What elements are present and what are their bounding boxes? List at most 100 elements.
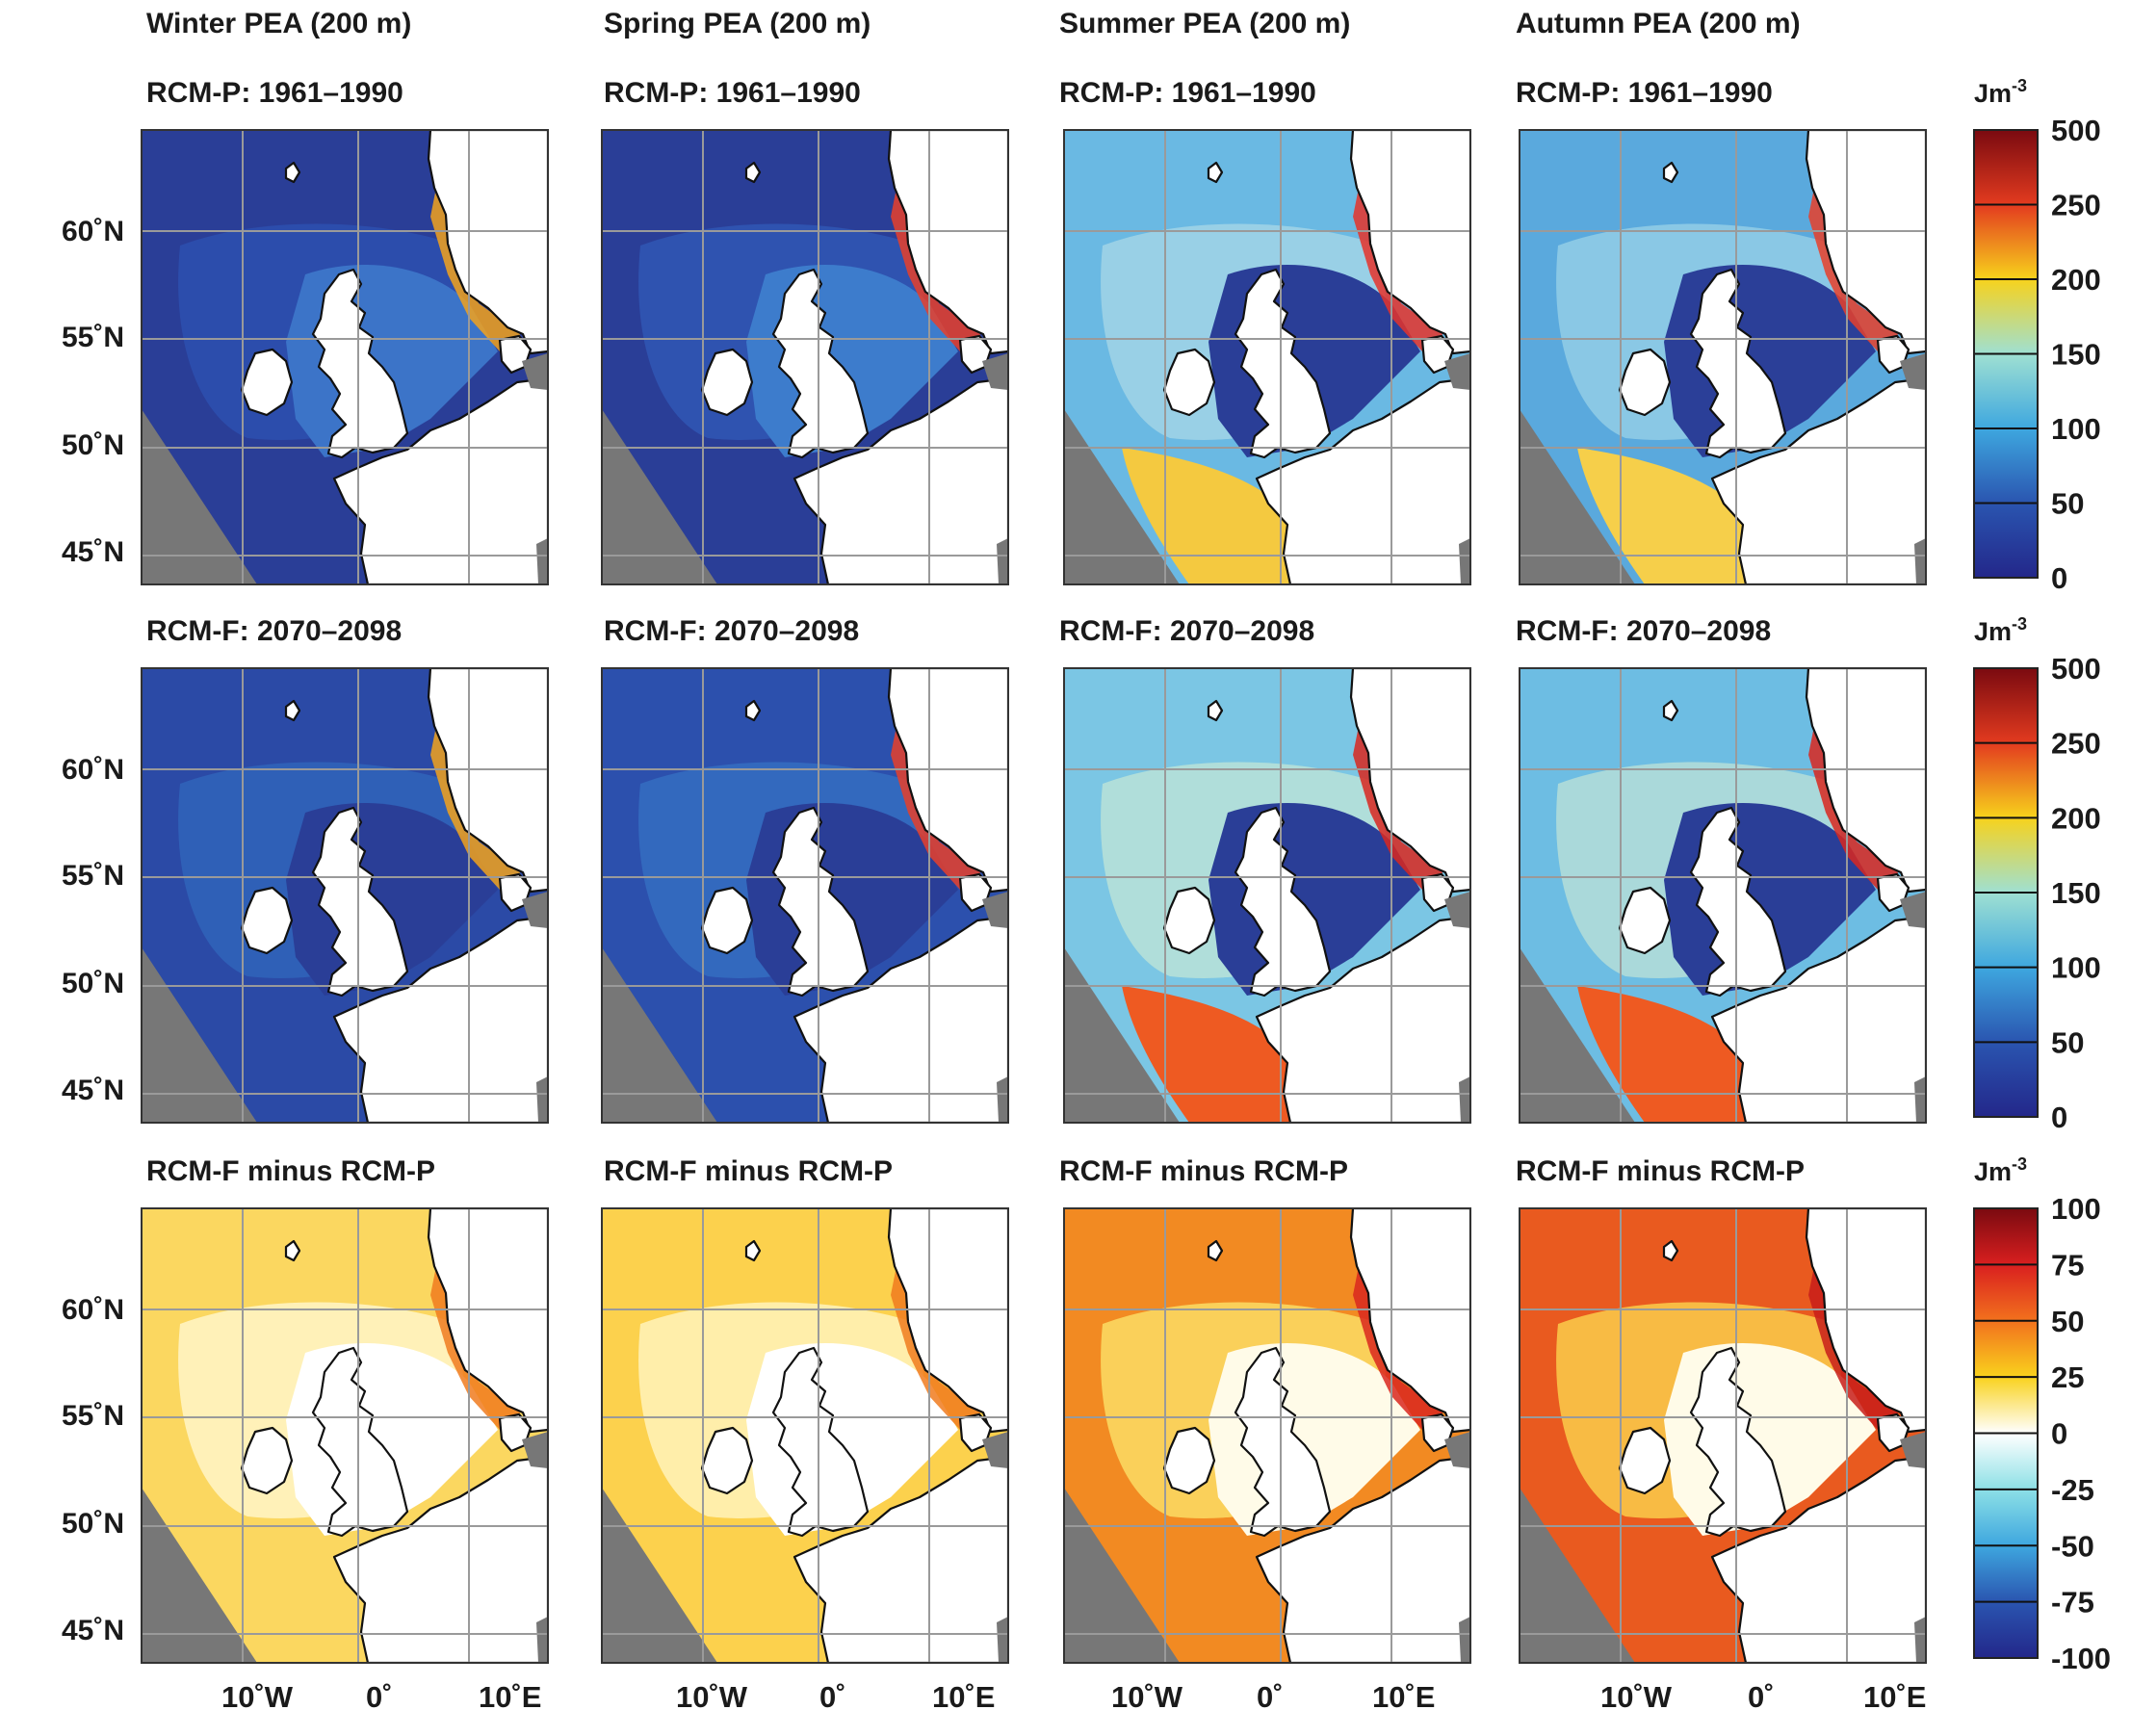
panel-frame <box>141 667 549 1124</box>
colorbar-tick-label: 100 <box>2051 412 2101 446</box>
lat-label-50: 50˚N <box>62 968 124 999</box>
map-panel-spring_d <box>601 1207 1009 1664</box>
lon-label-10e: 10˚E <box>1863 1680 1926 1714</box>
lat-labels-row1: 60˚N 55˚N 50˚N 45˚N <box>62 216 124 568</box>
row3-label-autumn: RCM-F minus RCM-P <box>1516 1155 1805 1187</box>
land-europe <box>1710 376 1926 584</box>
panel-frame <box>601 129 1009 585</box>
outside-domain <box>1064 409 1180 584</box>
land-norway <box>427 668 548 894</box>
panel-frame <box>1519 667 1927 1124</box>
map-panel-autumn_p <box>1519 129 1927 585</box>
row2-label-autumn: RCM-F: 2070–2098 <box>1516 615 1771 647</box>
land-faroe <box>1662 699 1679 722</box>
colorbar-tick-label: 150 <box>2051 338 2101 372</box>
land-baltic <box>522 892 548 928</box>
lon-label-0: 0˚ <box>1748 1680 1775 1714</box>
column-title-spring: Spring PEA (200 m) <box>604 8 871 39</box>
lon-labels: 10˚W 0˚ 10˚E 10˚W 0˚ 10˚E 10˚W 0˚ 10˚E 1… <box>221 1680 1926 1714</box>
outside-domain <box>1520 947 1635 1123</box>
row1-label-summer: RCM-P: 1961–1990 <box>1059 77 1316 109</box>
svg-text:Jm-3: Jm-3 <box>1974 1154 2027 1186</box>
land-alps-edge <box>997 538 1008 584</box>
land-ireland <box>1162 1426 1216 1495</box>
outside-domain <box>142 1488 257 1663</box>
outside-domain <box>142 409 257 584</box>
land-europe <box>1710 915 1926 1123</box>
colorbar-tick-label: 200 <box>2051 801 2101 835</box>
land-faroe <box>1207 161 1224 184</box>
land-europe <box>793 376 1008 584</box>
colorbar-tick-label: 0 <box>2051 1101 2067 1134</box>
svg-text:Jm-3: Jm-3 <box>1974 614 2027 646</box>
land-alps-edge <box>1459 1617 1470 1663</box>
land-baltic <box>1900 892 1926 928</box>
row1-label-autumn: RCM-P: 1961–1990 <box>1516 77 1773 109</box>
lat-labels-row2: 60˚N 55˚N 50˚N 45˚N <box>62 754 124 1106</box>
row1-label-spring: RCM-P: 1961–1990 <box>604 77 861 109</box>
outside-domain <box>1064 947 1180 1123</box>
land-baltic <box>1444 353 1470 390</box>
panel-frame <box>141 129 549 585</box>
land-faroe <box>284 161 301 184</box>
land-alps-edge <box>1459 538 1470 584</box>
unit-jm: Jm <box>1974 1157 2012 1186</box>
lat-label-45: 45˚N <box>62 1075 124 1106</box>
map-panel-autumn_f <box>1519 667 1927 1124</box>
graticule <box>142 1208 548 1663</box>
land-europe <box>1710 1455 1926 1663</box>
lat-label-60: 60˚N <box>62 216 124 247</box>
colorbar-tick-label: 75 <box>2051 1248 2084 1282</box>
colorbar-tick-label: 25 <box>2051 1360 2084 1394</box>
land-europe <box>1255 915 1470 1123</box>
land-norway <box>1805 668 1926 894</box>
graticule <box>142 668 548 1123</box>
land-norway <box>427 130 548 355</box>
graticule <box>1064 130 1470 584</box>
colorbar-tick-label: -25 <box>2051 1473 2094 1507</box>
graticule <box>1520 1208 1926 1663</box>
land-ireland <box>240 348 294 417</box>
lon-label-0: 0˚ <box>1257 1680 1284 1714</box>
land-alps-edge <box>997 1617 1008 1663</box>
land-norway <box>1805 130 1926 355</box>
lat-label-50: 50˚N <box>62 1508 124 1540</box>
land-faroe <box>1207 1239 1224 1262</box>
colorbar-tick-label: -100 <box>2051 1642 2111 1675</box>
land-ireland <box>240 886 294 955</box>
land-norway <box>887 668 1008 894</box>
row3-label-spring: RCM-F minus RCM-P <box>604 1155 893 1187</box>
land-ireland <box>1618 886 1672 955</box>
map-panel-spring_p <box>601 129 1009 585</box>
colorbar-unit-row3: Jm-3 <box>1974 1154 2027 1186</box>
column-title-summer: Summer PEA (200 m) <box>1059 8 1350 39</box>
map-panels <box>141 129 1927 1664</box>
colorbar-frame <box>1973 667 2039 1118</box>
graticule <box>142 130 548 584</box>
land-alps-edge <box>997 1076 1008 1123</box>
unit-exp: -3 <box>2012 76 2027 95</box>
land-baltic <box>1900 1432 1926 1468</box>
land-ireland <box>700 886 754 955</box>
land-ireland <box>700 348 754 417</box>
graticule <box>602 130 1008 584</box>
panel-frame <box>601 667 1009 1124</box>
panel-frame <box>1063 1207 1471 1664</box>
land-alps-edge <box>1914 538 1926 584</box>
land-norway <box>1349 1208 1470 1434</box>
colorbar-tick-label: 150 <box>2051 876 2101 910</box>
outside-domain <box>1520 409 1635 584</box>
land-baltic <box>522 1432 548 1468</box>
land-norway <box>1805 1208 1926 1434</box>
land-europe <box>793 915 1008 1123</box>
colorbar-tick-label: -50 <box>2051 1529 2094 1563</box>
map-panel-winter_p <box>141 129 549 585</box>
graticule <box>602 668 1008 1123</box>
colorbar-tick-label: 0 <box>2051 561 2067 595</box>
graticule <box>602 1208 1008 1663</box>
map-panel-summer_d <box>1063 1207 1471 1664</box>
lat-label-55: 55˚N <box>62 1400 124 1432</box>
land-baltic <box>1444 892 1470 928</box>
